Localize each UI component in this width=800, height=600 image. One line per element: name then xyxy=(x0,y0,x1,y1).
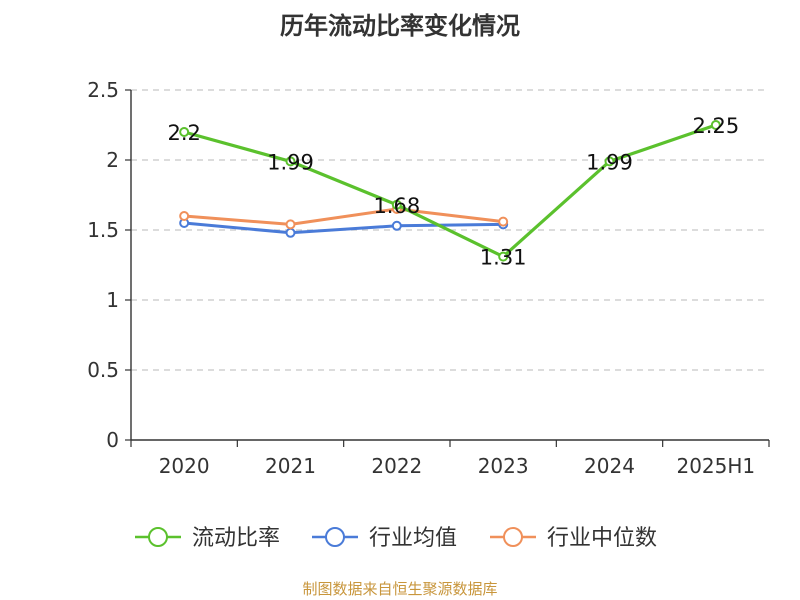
series-line xyxy=(182,123,718,259)
data-point xyxy=(391,220,402,231)
data-point xyxy=(604,156,615,167)
x-tick-label: 2020 xyxy=(159,454,210,478)
data-point xyxy=(285,227,296,238)
x-tick-label: 2024 xyxy=(584,454,635,478)
x-tick-label: 2025H1 xyxy=(676,454,755,478)
chart-title: 历年流动比率变化情况 xyxy=(280,12,520,40)
series-line xyxy=(182,207,505,226)
data-point xyxy=(285,156,296,167)
data-point xyxy=(179,127,190,137)
x-tick-label: 2021 xyxy=(265,454,316,478)
data-label: 1.31 xyxy=(480,246,527,270)
data-point xyxy=(498,216,509,227)
data-label: 1.99 xyxy=(267,150,314,174)
legend-item: 行业均值 xyxy=(312,526,457,551)
legend-item: 行业中位数 xyxy=(490,526,657,551)
data-point xyxy=(710,120,721,130)
legend-marker xyxy=(325,527,345,547)
y-tick-label: 2 xyxy=(106,148,119,172)
legend-label: 行业中位数 xyxy=(547,526,657,551)
y-tick-label: 0 xyxy=(106,428,119,452)
legend-label: 行业均值 xyxy=(369,526,457,551)
y-tick-label: 1 xyxy=(106,288,119,312)
data-point xyxy=(498,251,509,262)
data-label: 2.25 xyxy=(692,114,739,138)
data-point xyxy=(285,219,296,230)
data-point xyxy=(179,211,190,221)
legend-marker xyxy=(503,527,523,547)
x-tick-label: 2022 xyxy=(371,454,422,478)
data-label: 1.68 xyxy=(373,194,420,218)
data-label: 2.2 xyxy=(167,121,200,145)
legend-marker xyxy=(148,527,168,547)
y-tick-label: 1.5 xyxy=(87,218,119,242)
source-note: 制图数据来自恒生聚源数据库 xyxy=(302,580,498,598)
data-label: 1.99 xyxy=(586,150,633,174)
y-tick-label: 0.5 xyxy=(87,358,119,382)
data-point xyxy=(391,199,402,210)
y-tick-label: 2.5 xyxy=(87,78,119,102)
legend-label: 流动比率 xyxy=(192,526,280,551)
x-tick-label: 2023 xyxy=(478,454,529,478)
series-line xyxy=(182,221,505,235)
legend-item: 流动比率 xyxy=(135,526,280,551)
